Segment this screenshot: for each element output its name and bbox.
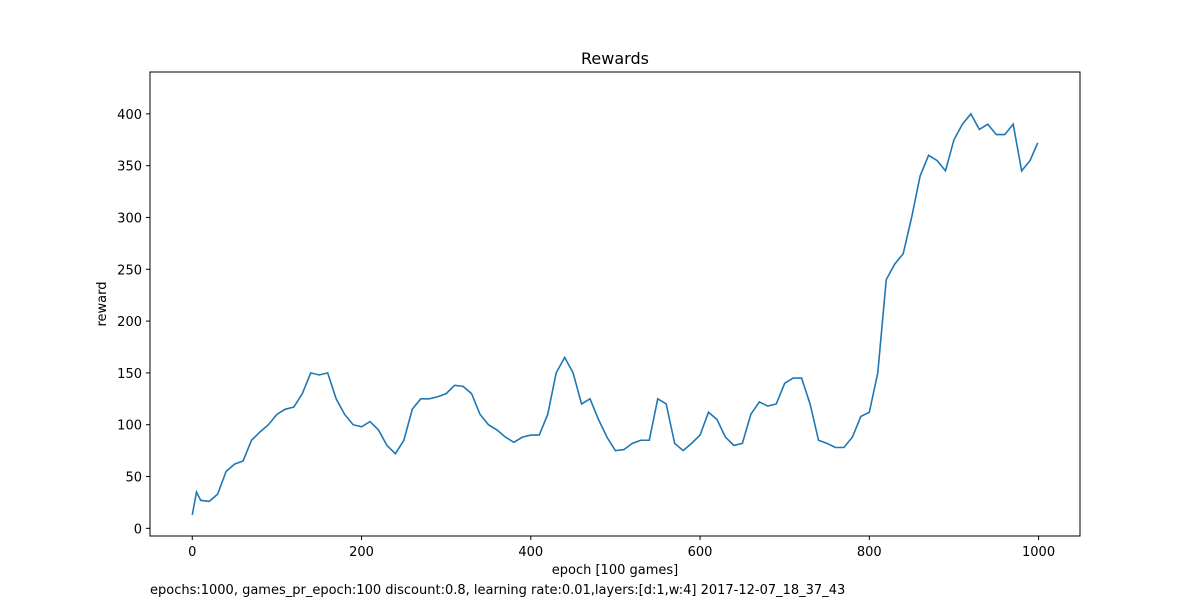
x-tick-label: 0	[188, 545, 196, 560]
x-tick-label: 600	[688, 545, 713, 560]
x-tick-label: 200	[349, 545, 374, 560]
y-axis-label: reward	[95, 281, 110, 326]
y-tick-label: 50	[125, 471, 142, 486]
y-tick-label: 150	[117, 367, 142, 382]
y-tick-label: 200	[117, 315, 142, 330]
line	[191, 112, 1039, 516]
plot-frame	[149, 71, 1081, 537]
y-tick-label: 300	[117, 211, 142, 226]
x-tick-label: 800	[857, 545, 882, 560]
y-tick-label: 400	[117, 108, 142, 123]
chart-title: Rewards	[581, 49, 649, 68]
x-tick-label: 400	[518, 545, 543, 560]
footnote: epochs:1000, games_pr_epoch:100 discount…	[150, 583, 845, 598]
x-axis-label: epoch [100 games]	[552, 563, 678, 578]
y-tick-label: 100	[117, 419, 142, 434]
y-tick-label: 250	[117, 263, 142, 278]
y-tick-label: 0	[134, 522, 142, 537]
x-tick-label: 1000	[1022, 545, 1055, 560]
y-tick-label: 350	[117, 160, 142, 175]
